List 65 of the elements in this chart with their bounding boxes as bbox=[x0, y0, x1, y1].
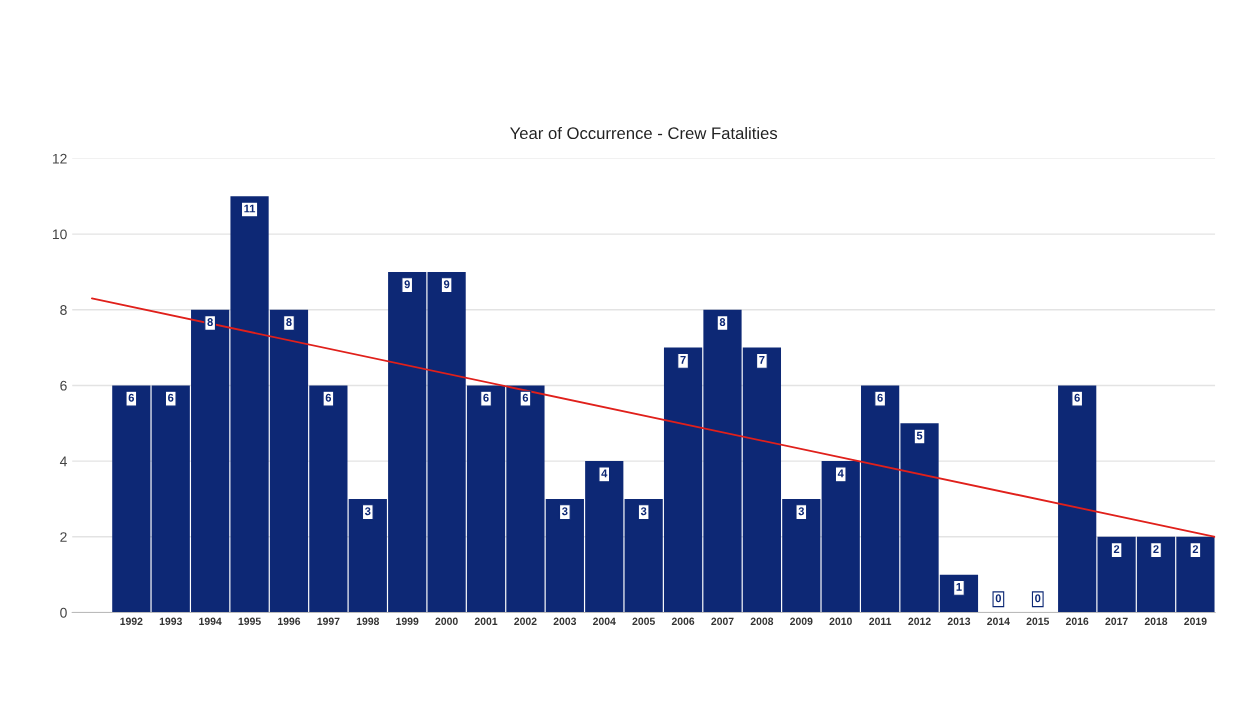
data-label: 6 bbox=[483, 393, 489, 402]
data-label: 2 bbox=[1192, 545, 1199, 553]
data-label: 7 bbox=[680, 356, 686, 364]
x-tick-label: 2014 bbox=[987, 617, 1010, 625]
y-tick-label: 8 bbox=[60, 305, 67, 315]
x-tick-label: 2008 bbox=[750, 617, 774, 625]
y-tick-label: 6 bbox=[60, 380, 67, 391]
data-label: 6 bbox=[522, 393, 529, 402]
x-tick-label: 2000 bbox=[435, 617, 458, 625]
data-label: 6 bbox=[325, 393, 332, 402]
data-label: 8 bbox=[286, 318, 292, 326]
x-tick-label: 2007 bbox=[711, 617, 734, 625]
x-tick-label: 1995 bbox=[238, 617, 261, 625]
x-tick-label: 1994 bbox=[199, 617, 222, 625]
x-tick-label: 2012 bbox=[908, 617, 931, 625]
x-tick-label: 1993 bbox=[159, 617, 182, 626]
x-tick-label: 2018 bbox=[1144, 617, 1168, 625]
x-tick-label: 1997 bbox=[317, 617, 340, 625]
x-tick-label: 2017 bbox=[1105, 617, 1128, 625]
x-tick-label: 2009 bbox=[790, 617, 813, 625]
data-label: 3 bbox=[364, 507, 371, 516]
x-tick-label: 2011 bbox=[869, 617, 892, 625]
data-label: 7 bbox=[759, 356, 765, 364]
data-label: 3 bbox=[562, 507, 568, 516]
data-label: 6 bbox=[128, 393, 135, 402]
bar bbox=[112, 385, 151, 613]
data-label: 0 bbox=[995, 594, 1001, 603]
x-tick-label: 1998 bbox=[356, 617, 380, 625]
x-tick-label: 2005 bbox=[632, 617, 655, 625]
x-tick-label: 2006 bbox=[671, 617, 695, 625]
data-label: 8 bbox=[207, 318, 213, 326]
data-label: 4 bbox=[837, 469, 844, 478]
x-tick-label: 2016 bbox=[1065, 617, 1089, 625]
y-tick-label: 12 bbox=[52, 153, 67, 164]
data-label: 2 bbox=[1113, 545, 1120, 553]
data-label: 2 bbox=[1153, 545, 1159, 553]
data-label: 11 bbox=[244, 204, 256, 213]
x-tick-label: 1996 bbox=[278, 617, 301, 625]
data-label: 3 bbox=[640, 507, 647, 516]
x-tick-label: 1999 bbox=[396, 617, 419, 625]
chart-title: Year of Occurrence - Crew Fatalities bbox=[510, 126, 778, 140]
data-label: 9 bbox=[404, 280, 410, 289]
x-tick-label: 2010 bbox=[829, 617, 852, 625]
y-tick-label: 4 bbox=[59, 456, 67, 467]
data-label: 6 bbox=[877, 393, 883, 402]
data-label: 8 bbox=[719, 318, 726, 326]
y-tick-label: 0 bbox=[60, 607, 67, 618]
data-label: 6 bbox=[168, 393, 174, 402]
data-label: 4 bbox=[601, 469, 608, 478]
y-tick-label: 10 bbox=[52, 229, 67, 240]
data-label: 6 bbox=[1074, 393, 1080, 402]
data-label: 5 bbox=[916, 431, 923, 440]
x-tick-label: 1992 bbox=[120, 617, 143, 625]
x-tick-label: 2013 bbox=[947, 617, 971, 626]
data-label: 9 bbox=[443, 280, 450, 289]
x-tick-label: 2015 bbox=[1026, 617, 1050, 625]
data-label: 3 bbox=[798, 507, 804, 516]
x-tick-label: 2019 bbox=[1184, 617, 1207, 625]
x-tick-label: 2001 bbox=[474, 617, 498, 625]
x-tick-label: 2002 bbox=[514, 617, 537, 625]
y-tick-label: 2 bbox=[60, 532, 67, 542]
data-label: 1 bbox=[956, 583, 962, 591]
data-label: 0 bbox=[1035, 594, 1041, 603]
x-tick-label: 2003 bbox=[553, 617, 577, 626]
x-tick-label: 2004 bbox=[593, 617, 616, 625]
